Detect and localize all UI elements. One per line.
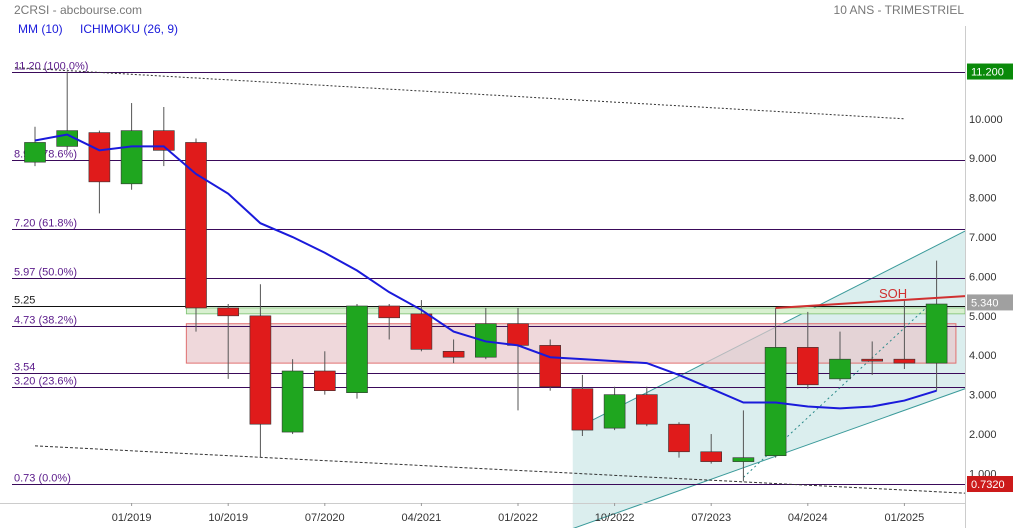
- candle-body: [410, 313, 433, 350]
- candle-body: [24, 142, 46, 163]
- candle-body: [378, 305, 401, 319]
- y-tick-label: 7.000: [969, 232, 997, 244]
- period-label: 10 ANS - TRIMESTRIEL: [833, 3, 964, 17]
- badge-bottom-bg: [967, 476, 1013, 493]
- trendline-top: [14, 67, 905, 120]
- level-label: 11.20 (100.0%): [14, 61, 88, 73]
- x-tick-label: 10/2019: [208, 512, 248, 524]
- chart-title: 2CRSI - abcbourse.com: [14, 3, 143, 17]
- x-tick-label: 04/2024: [788, 512, 828, 524]
- candle-body: [861, 358, 884, 362]
- badge-bottom: 0.7320: [971, 479, 1005, 491]
- candle-body: [603, 394, 626, 429]
- candle-body: [88, 132, 111, 183]
- x-tick-label: 10/2022: [595, 512, 635, 524]
- candle-body: [732, 457, 755, 462]
- candle-body: [442, 350, 465, 358]
- level-label: 4.73 (38.2%): [14, 315, 77, 327]
- y-tick-label: 6.000: [969, 271, 997, 283]
- candle-body: [185, 142, 207, 309]
- y-tick-label: 3.000: [969, 390, 997, 402]
- x-tick-label: 01/2025: [885, 512, 925, 524]
- moving-average-line: [34, 133, 937, 410]
- candle-body: [668, 423, 690, 453]
- candle-body: [313, 370, 336, 391]
- x-tick-label: 07/2023: [691, 512, 731, 524]
- x-tick-label: 01/2019: [112, 512, 152, 524]
- candle-body: [635, 394, 658, 425]
- candle-body: [571, 388, 594, 431]
- candle-body: [700, 451, 723, 462]
- badge-top: 11.200: [971, 67, 1004, 79]
- candle-body: [796, 347, 819, 386]
- y-tick-label: 5.000: [969, 311, 997, 323]
- candle-body: [829, 358, 851, 380]
- support-zone: [185, 323, 957, 364]
- resistance-band: [185, 307, 966, 315]
- candle-body: [507, 323, 529, 346]
- candle-body: [120, 130, 143, 185]
- y-tick-label: 8.000: [969, 193, 997, 205]
- y-tick-label: 9.000: [969, 153, 997, 165]
- x-tick-label: 07/2020: [305, 512, 345, 524]
- level-label: 3.20 (23.6%): [14, 376, 77, 388]
- badge-last-price: 5.340: [971, 297, 999, 309]
- badge-top-bg: [967, 63, 1013, 80]
- channel-lower-line: [572, 388, 966, 528]
- level-label: 3.54: [14, 362, 35, 374]
- y-tick-label: 2.000: [969, 429, 997, 441]
- candle-body: [925, 303, 948, 364]
- candle-body: [893, 358, 916, 364]
- badge-last-price-bg: [967, 294, 1013, 311]
- level-label: 5.97 (50.0%): [14, 267, 77, 279]
- candle-body: [249, 315, 272, 425]
- legend-ichimoku: ICHIMOKU (26, 9): [80, 22, 179, 36]
- legend-ma: MM (10): [18, 22, 63, 36]
- candle-body: [281, 370, 304, 433]
- level-label: 0.73 (0.0%): [14, 473, 71, 485]
- candle-body: [217, 307, 239, 317]
- soh-label: SOH: [879, 286, 907, 301]
- candle-body: [346, 305, 368, 393]
- level-label: 7.20 (61.8%): [14, 218, 77, 230]
- candle-body: [539, 345, 562, 388]
- y-tick-label: 4.000: [969, 350, 997, 362]
- y-tick-label: 10.000: [969, 114, 1003, 126]
- soh-line: [775, 295, 966, 309]
- trendline-bottom: [34, 445, 966, 494]
- level-label: 5.25: [14, 295, 35, 307]
- x-tick-label: 01/2022: [498, 512, 538, 524]
- x-tick-label: 04/2021: [402, 512, 442, 524]
